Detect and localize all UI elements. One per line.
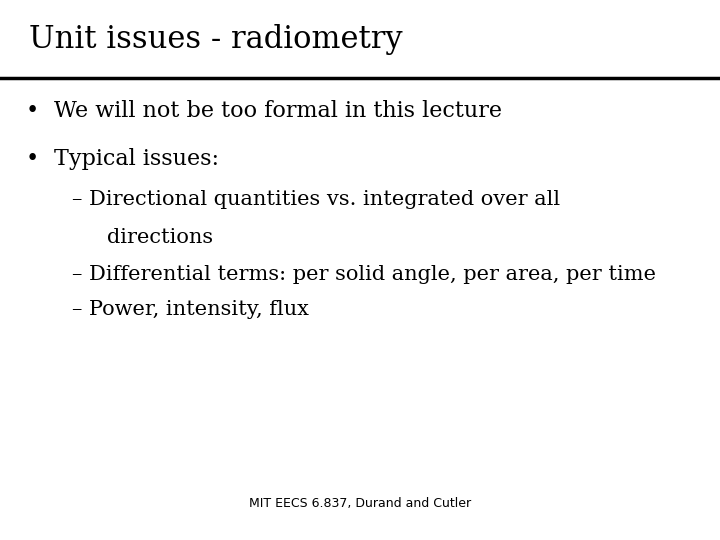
Text: directions: directions — [107, 228, 212, 247]
Text: MIT EECS 6.837, Durand and Cutler: MIT EECS 6.837, Durand and Cutler — [249, 497, 471, 510]
Text: •: • — [25, 148, 38, 171]
Text: – Directional quantities vs. integrated over all: – Directional quantities vs. integrated … — [72, 190, 560, 209]
Text: •: • — [25, 100, 38, 122]
Text: – Power, intensity, flux: – Power, intensity, flux — [72, 300, 309, 319]
Text: Unit issues - radiometry: Unit issues - radiometry — [29, 24, 402, 55]
Text: We will not be too formal in this lecture: We will not be too formal in this lectur… — [54, 100, 502, 122]
Text: – Differential terms: per solid angle, per area, per time: – Differential terms: per solid angle, p… — [72, 265, 656, 284]
Text: Typical issues:: Typical issues: — [54, 148, 219, 171]
